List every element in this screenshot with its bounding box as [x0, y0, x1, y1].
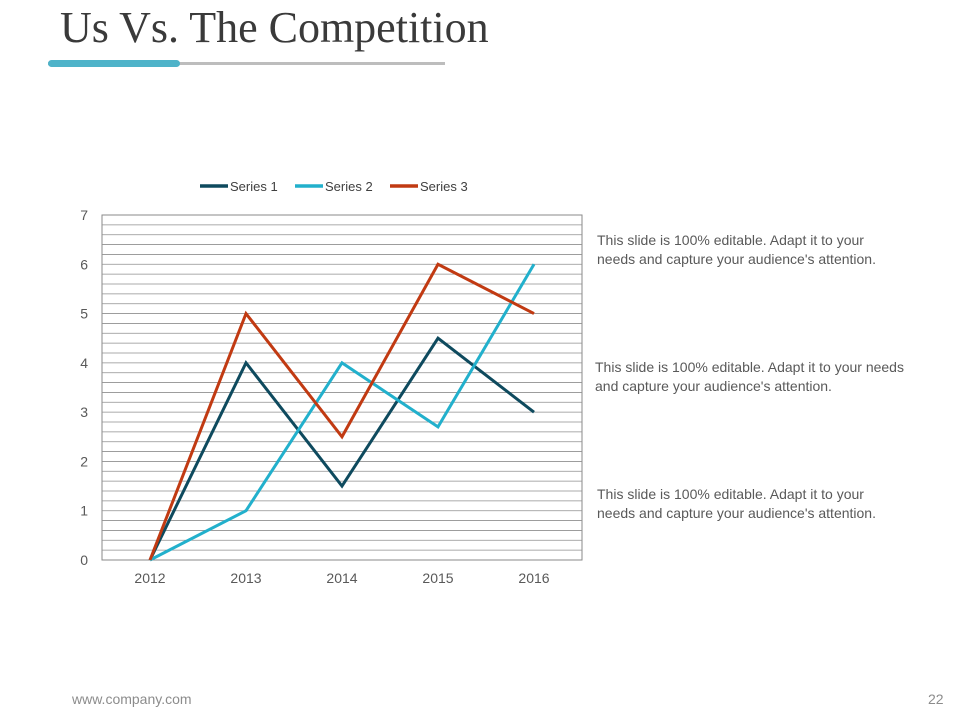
slide-title: Us Vs. The Competition — [60, 3, 489, 52]
legend-label-1: Series 1 — [230, 179, 278, 194]
title-underline — [48, 62, 445, 65]
x-tick-label: 2014 — [326, 570, 357, 586]
x-tick-label: 2013 — [230, 570, 261, 586]
title-underline-accent — [48, 60, 180, 67]
y-tick-label: 2 — [80, 453, 88, 469]
series-line-3 — [148, 262, 535, 561]
x-tick-label: 2016 — [518, 570, 549, 586]
y-tick-label: 6 — [80, 256, 88, 272]
legend-label-3: Series 3 — [420, 179, 468, 194]
footer-url[interactable]: www.company.com — [72, 691, 192, 707]
description-text-1: This slide is 100% editable. Adapt it to… — [597, 232, 876, 267]
y-tick-label: 0 — [80, 552, 88, 568]
x-tick-label: 2015 — [422, 570, 453, 586]
y-tick-label: 7 — [80, 207, 88, 223]
description-text-3: This slide is 100% editable. Adapt it to… — [597, 486, 876, 521]
y-tick-label: 1 — [80, 503, 88, 519]
page-number: 22 — [928, 691, 944, 707]
y-tick-label: 5 — [80, 306, 88, 322]
y-tick-label: 4 — [80, 355, 88, 371]
x-tick-label: 2012 — [134, 570, 165, 586]
description-text-2: This slide is 100% editable. Adapt it to… — [595, 359, 904, 394]
y-tick-label: 3 — [80, 404, 88, 420]
legend-label-2: Series 2 — [325, 179, 373, 194]
series-line-2 — [149, 263, 536, 562]
series-line-1 — [148, 336, 535, 561]
